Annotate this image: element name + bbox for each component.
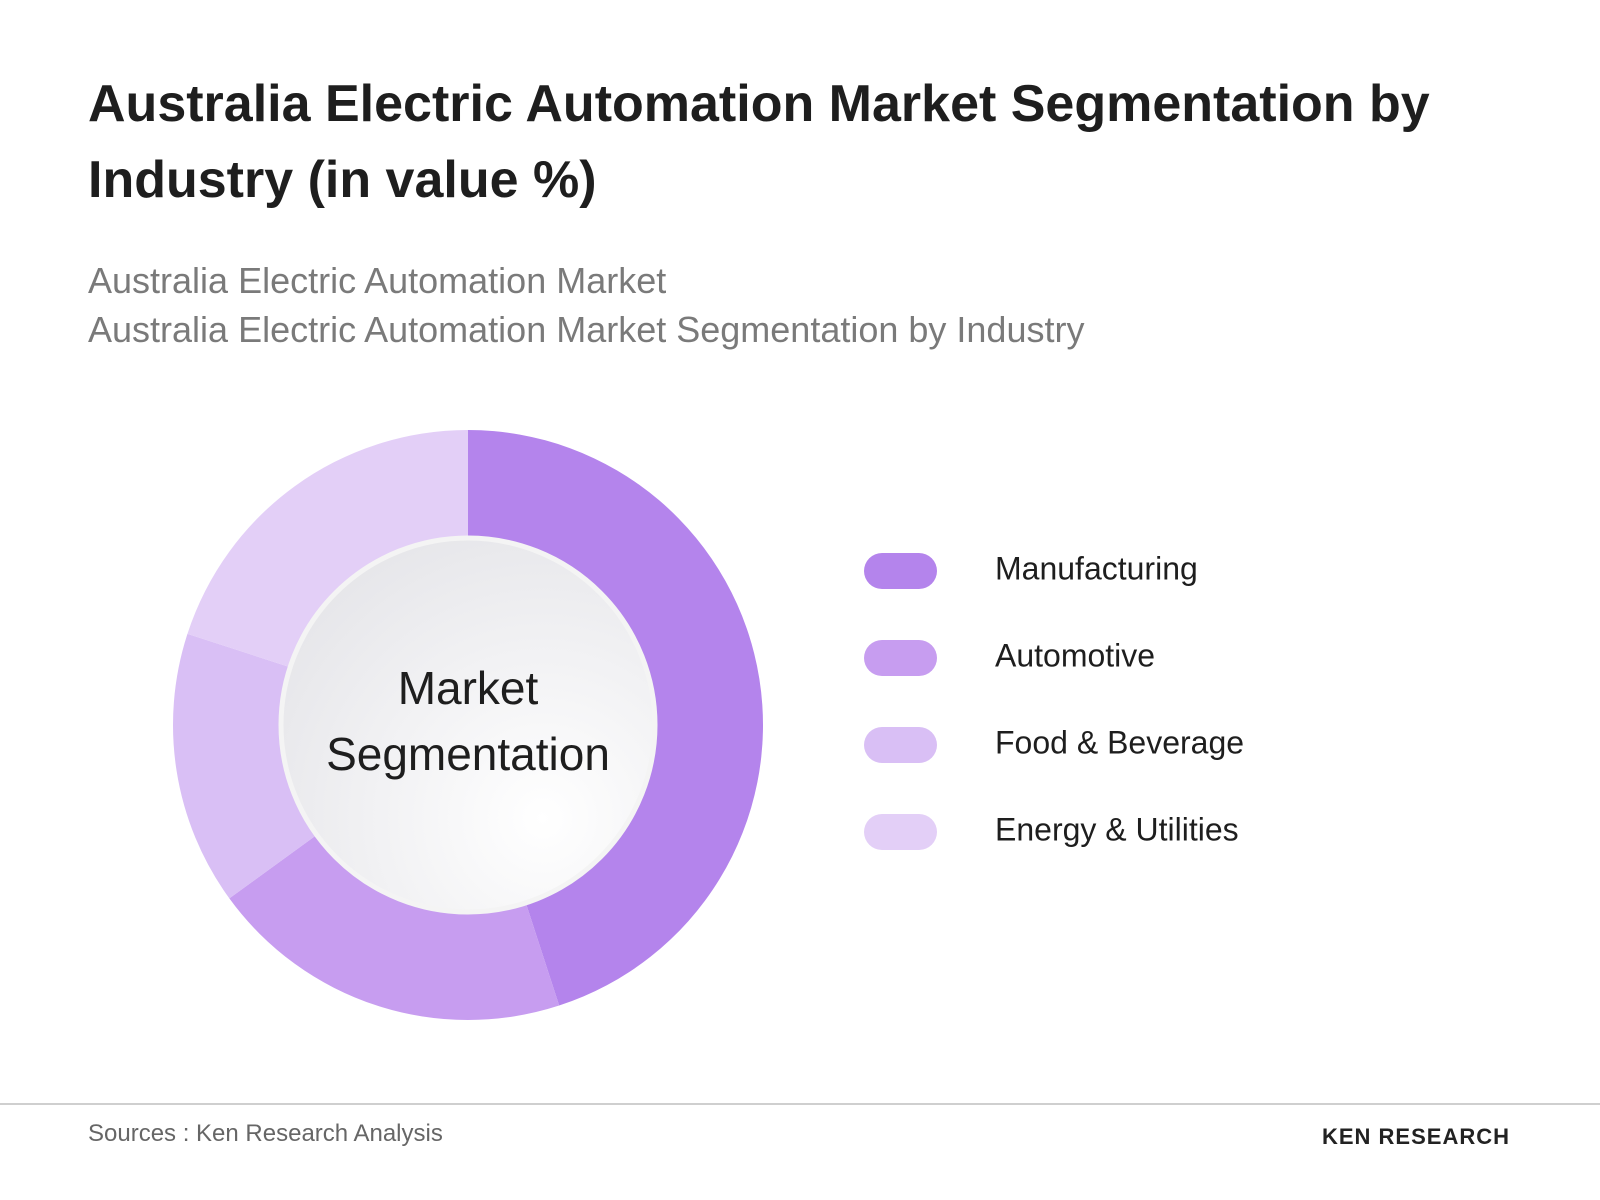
legend-swatch [864,553,937,589]
chart-title: Australia Electric Automation Market Seg… [88,75,1430,209]
legend-label: Food & Beverage [995,724,1244,760]
slice [187,430,468,668]
subtitle: Australia Electric Automation Market [88,260,667,301]
chart: Manufacturing Automotive Food & Beverage En… [173,430,1244,1020]
brand: KEN RESEARCH [1321,1124,1510,1149]
legend-swatch [864,814,937,850]
legend-label: Energy & Utilities [995,811,1239,847]
slice [468,430,763,1006]
center-label: Market Segmentation [326,662,610,780]
legend-swatch [864,640,937,676]
legend-label: Automotive [995,637,1155,673]
subtitles: Australia Electric Automation Market Aus… [88,256,1084,354]
footer-rule [0,1103,1600,1105]
legend-label: Manufacturing [995,550,1198,586]
slice [229,834,560,1020]
subtitle: Australia Electric Automation Market Seg… [88,309,1085,350]
source: Sources : Ken Research Analysis [88,1120,443,1147]
legend-swatch [864,727,937,763]
center-disc [278,535,658,915]
